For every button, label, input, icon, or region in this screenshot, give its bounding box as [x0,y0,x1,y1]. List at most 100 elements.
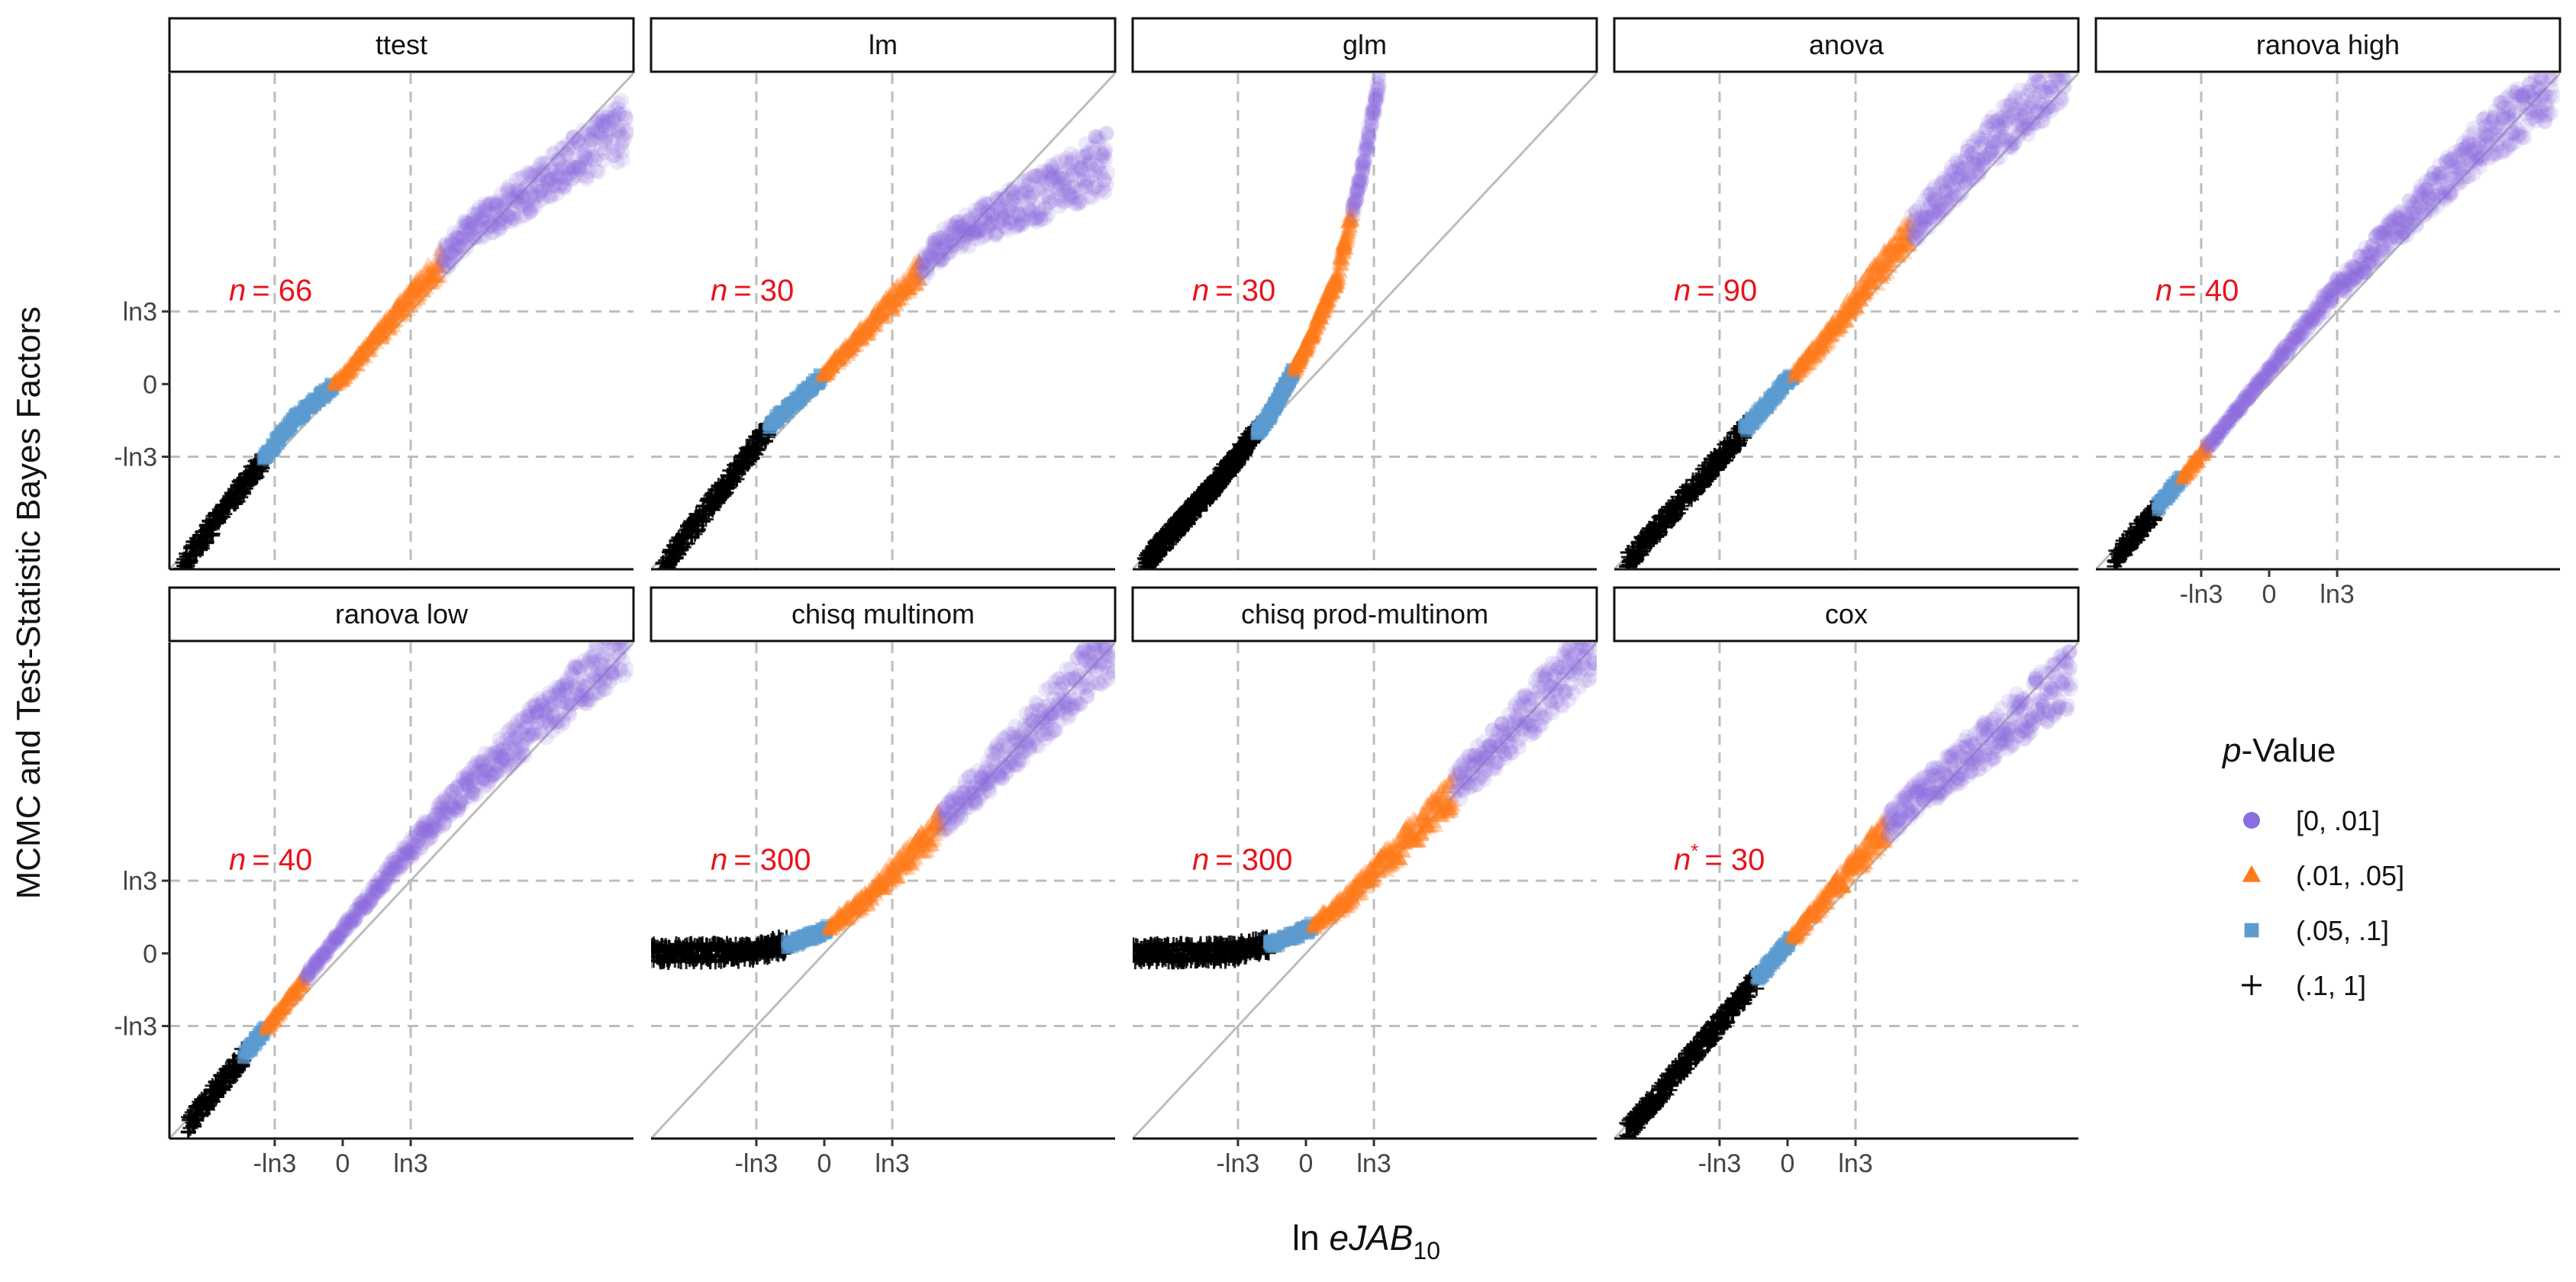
data-point [524,185,540,201]
data-point [941,245,957,261]
data-point [2229,403,2246,419]
data-point [1995,98,2011,114]
data-point [584,131,600,147]
data-point [2368,228,2384,244]
data-point [304,961,320,978]
data-point [2208,431,2224,447]
sample-size-symbol: n [229,274,246,308]
data-point [2379,217,2395,234]
data-point [814,366,831,382]
data-point [826,349,843,366]
data-point [1810,345,1827,361]
data-point [1936,191,1952,207]
data-point [924,251,940,267]
data-point [930,250,946,266]
data-point [927,231,943,247]
data-point [2505,84,2521,100]
data-point [407,275,424,292]
data-point [581,138,597,154]
data-point [1309,315,1327,331]
data-point [2500,89,2516,105]
data-point [372,869,388,885]
data-point [831,343,849,359]
data-point [2336,283,2352,299]
data-point [1976,152,1992,168]
data-point [1286,355,1304,371]
data-point [2423,172,2439,188]
data-point [909,252,927,268]
data-point [488,197,505,213]
data-point [2217,416,2233,432]
data-point [1343,198,1361,214]
data-point [471,212,487,228]
data-point [1945,164,1961,180]
data-point [530,166,546,182]
data-point [2489,137,2505,153]
data-point [1336,233,1353,249]
data-point [353,900,369,916]
data-point [2424,170,2440,186]
data-point [562,158,578,174]
data-point [2328,272,2344,288]
data-point [1323,279,1341,295]
data-point [1294,341,1311,357]
data-point [2043,103,2059,119]
data-point [508,172,524,188]
data-point [365,881,381,897]
data-point [2381,230,2397,246]
data-point [1633,547,1649,563]
data-point [2464,153,2480,169]
data-point [2259,362,2275,378]
data-point [1334,239,1352,255]
data-point [2381,217,2397,234]
data-point [1922,195,1938,211]
data-point [485,195,501,211]
data-point [993,205,1009,221]
data-point [2443,153,2459,169]
data-point [1817,322,1835,338]
data-point [967,221,983,237]
data-point [2191,446,2209,462]
data-point [447,248,463,264]
data-point [1053,153,1069,169]
data-point [1285,362,1303,378]
data-point [2004,93,2020,109]
data-point [2474,149,2490,165]
data-point [2497,91,2513,107]
data-point [2416,207,2432,223]
data-point [2320,287,2336,303]
data-point [2382,222,2398,238]
data-point [359,889,375,905]
data-point [359,338,376,354]
data-point [348,901,364,917]
data-point [565,130,581,146]
data-point [1962,172,1978,188]
data-point [2181,455,2199,471]
data-point [527,168,543,184]
data-point [2449,171,2465,187]
data-point [2322,283,2338,299]
data-point [2251,372,2267,388]
data-point [1843,294,1860,310]
data-point [936,230,952,246]
data-point [2238,393,2254,409]
data-point [1997,131,2013,147]
data-point [904,264,922,280]
data-point [466,230,482,246]
data-point [2021,121,2037,137]
data-point [353,898,369,914]
data-point [2431,186,2447,202]
data-point [1965,156,1981,172]
data-point [2245,382,2261,398]
data-point [1316,298,1333,314]
data-point [1346,196,1362,212]
data-point [327,932,343,948]
data-point [1369,82,1385,98]
data-point [494,201,510,217]
data-point [1035,176,1051,192]
data-point [426,267,443,283]
data-point [1926,194,1942,210]
data-point [267,1004,285,1020]
data-point [353,902,369,918]
data-point [1926,191,1942,207]
